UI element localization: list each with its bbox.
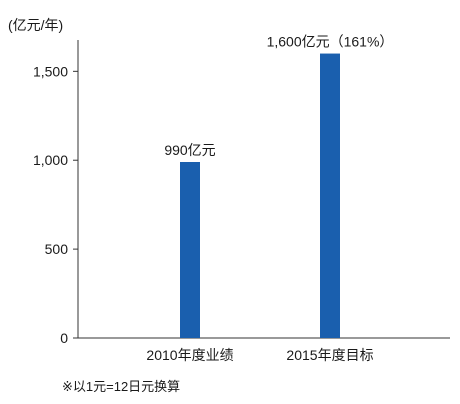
- x-axis-labels: 2010年度业绩 2015年度目标: [146, 347, 373, 363]
- bar-data-label: 1,600亿元（161%）: [267, 34, 394, 50]
- y-tick-label: 1,000: [33, 152, 68, 168]
- y-tick-label: 500: [45, 241, 69, 257]
- y-axis-ticks: 0 500 1,000 1,500: [33, 63, 78, 346]
- y-axis-unit-label: (亿元/年): [8, 17, 63, 33]
- x-tick-label: 2010年度业绩: [146, 347, 233, 363]
- y-tick-label: 0: [60, 330, 68, 346]
- x-tick-label: 2015年度目标: [286, 347, 373, 363]
- bar: [180, 162, 200, 338]
- y-tick-label: 1,500: [33, 63, 68, 79]
- footnote: ※以1元=12日元换算: [62, 379, 181, 394]
- bar: [320, 53, 340, 339]
- bar-series: 990亿元 1,600亿元（161%）: [164, 34, 394, 339]
- bar-data-label: 990亿元: [164, 142, 215, 158]
- bar-chart: (亿元/年) 0 500 1,000 1,500 990亿元 1,600亿元（161%）…: [8, 17, 450, 363]
